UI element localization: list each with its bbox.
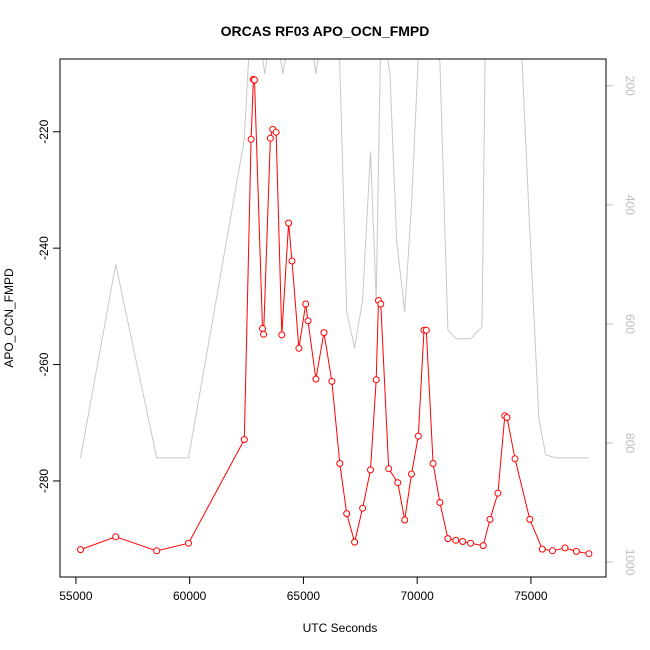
x-tick-label: 75000 (514, 589, 548, 603)
data-point (585, 550, 593, 558)
data-point (372, 376, 380, 384)
data-point (385, 465, 393, 473)
x-axis-label: UTC Seconds (303, 621, 378, 635)
data-point (343, 510, 351, 518)
data-point (336, 460, 344, 467)
y-tick-label: -260 (37, 352, 51, 376)
data-point (394, 479, 402, 487)
data-point (459, 538, 467, 545)
chart-title: ORCAS RF03 APO_OCN_FMPD (221, 23, 430, 39)
y-tick-label: -240 (37, 236, 51, 260)
data-point (77, 546, 84, 554)
data-point (444, 535, 452, 543)
data-point (304, 317, 312, 325)
y2-tick-label: 600 (623, 314, 637, 334)
data-point (359, 504, 367, 512)
data-point (312, 375, 320, 383)
data-point (278, 331, 286, 339)
data-point (351, 538, 359, 546)
data-point (259, 325, 266, 332)
series-line-primary (80, 78, 589, 555)
data-point (288, 257, 296, 265)
data-point (251, 76, 258, 84)
data-point (479, 542, 487, 550)
data-point (377, 300, 385, 308)
data-point (295, 344, 303, 352)
data-point (561, 544, 569, 552)
series-layer (77, 59, 593, 558)
data-point (112, 533, 120, 541)
y2-tick-label: 200 (623, 76, 637, 96)
data-point (486, 515, 494, 523)
data-point (320, 329, 328, 337)
plot-frame (59, 58, 607, 578)
data-point (285, 219, 293, 227)
data-point (494, 489, 502, 497)
data-point (452, 536, 460, 544)
y-tick-label: -280 (37, 469, 51, 493)
data-point (367, 466, 374, 474)
data-point (272, 128, 280, 136)
data-point (436, 499, 444, 506)
data-point (572, 547, 580, 555)
data-point (240, 436, 248, 444)
x-tick-label: 70000 (400, 589, 434, 603)
data-point (401, 516, 409, 524)
x-tick-label: 55000 (59, 589, 93, 603)
data-point (414, 432, 422, 440)
y2-tick-label: 400 (623, 195, 637, 215)
data-point (260, 330, 268, 338)
data-point (302, 300, 310, 308)
data-point (526, 515, 534, 523)
data-point (422, 326, 430, 334)
data-point (153, 547, 161, 555)
data-point (266, 134, 274, 142)
data-point (549, 547, 556, 555)
data-point (511, 455, 519, 463)
x-tick-label: 65000 (287, 589, 321, 603)
data-point (538, 545, 546, 553)
x-tick-label: 60000 (173, 589, 207, 603)
data-point (408, 470, 415, 478)
y-axis-label: APO_OCN_FMPD (2, 268, 16, 368)
data-point (328, 377, 336, 385)
axes-layer: 55000 60000 65000 70000 75000 -220 -240 -260 -28… (37, 76, 637, 603)
data-point (429, 460, 437, 467)
y2-tick-label: 800 (623, 433, 637, 453)
data-point (503, 414, 511, 421)
series-line-secondary (80, 59, 589, 459)
y2-tick-label: 1000 (623, 549, 637, 576)
y-tick-label: -220 (37, 119, 51, 143)
data-point (185, 539, 192, 547)
data-point (467, 539, 475, 547)
data-point (247, 135, 255, 143)
